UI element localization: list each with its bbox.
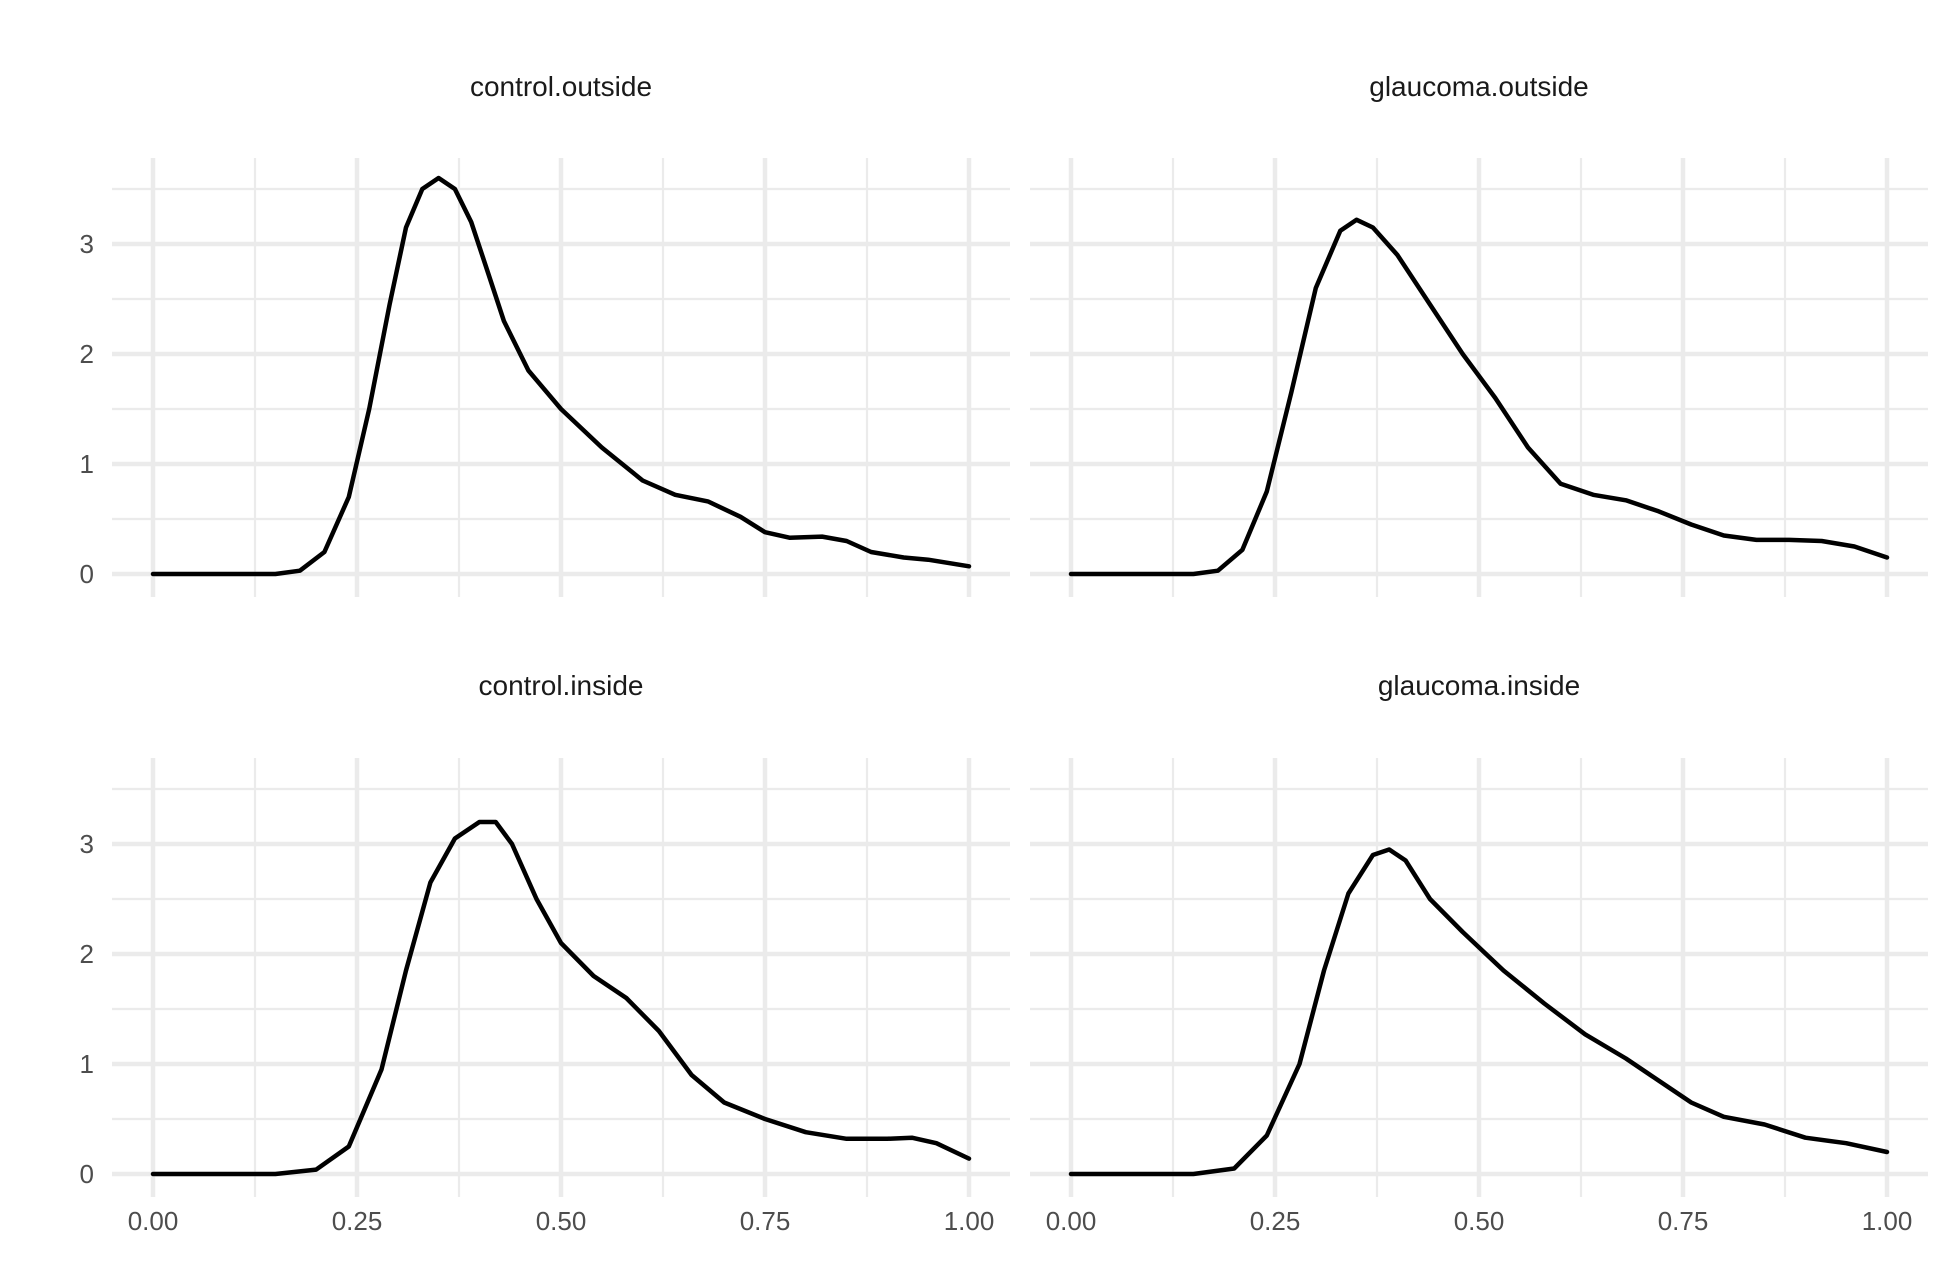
y-tick-label: 0 [80, 559, 94, 589]
x-tick-label: 1.00 [944, 1206, 995, 1236]
facet-strip-label: control.inside [479, 670, 644, 701]
facet-panel: control.outside [112, 71, 1010, 597]
x-tick-label: 0.00 [128, 1206, 179, 1236]
y-tick-label: 0 [80, 1159, 94, 1189]
facet-strip-label: glaucoma.outside [1369, 71, 1588, 102]
density-curve [1068, 847, 1890, 1177]
y-tick-label: 2 [80, 339, 94, 369]
density-curve [150, 819, 972, 1177]
facet-panel: glaucoma.outside [1030, 71, 1928, 597]
y-tick-label: 1 [80, 1049, 94, 1079]
x-tick-label: 0.75 [1658, 1206, 1709, 1236]
y-tick-label: 2 [80, 939, 94, 969]
x-tick-label: 0.25 [1250, 1206, 1301, 1236]
y-tick-label: 3 [80, 229, 94, 259]
facet-strip-label: glaucoma.inside [1378, 670, 1580, 701]
x-tick-label: 0.75 [740, 1206, 791, 1236]
x-tick-label: 1.00 [1862, 1206, 1913, 1236]
density-curve [1068, 217, 1890, 577]
y-tick-label: 3 [80, 829, 94, 859]
facet-panel: glaucoma.inside [1030, 670, 1928, 1197]
y-tick-label: 1 [80, 449, 94, 479]
x-tick-label: 0.50 [536, 1206, 587, 1236]
x-axis-tick-labels: 0.00 0.25 0.50 0.75 1.00 0.00 0.25 0.50 0.75 1.00 [128, 1206, 1913, 1236]
density-curve [150, 175, 972, 577]
x-tick-label: 0.00 [1046, 1206, 1097, 1236]
y-axis-tick-labels: 0 1 2 3 0 1 2 3 [80, 229, 94, 1189]
x-tick-label: 0.50 [1454, 1206, 1505, 1236]
facet-strip-label: control.outside [470, 71, 652, 102]
facet-panel: control.inside [112, 670, 1010, 1197]
x-tick-label: 0.25 [332, 1206, 383, 1236]
